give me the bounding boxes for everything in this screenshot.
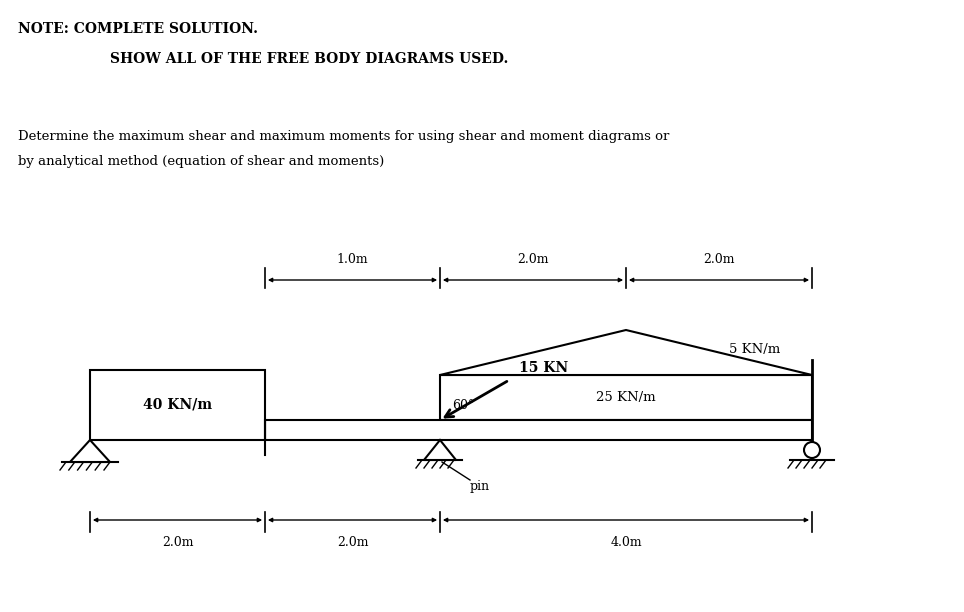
Text: by analytical method (equation of shear and moments): by analytical method (equation of shear … — [18, 155, 385, 168]
Bar — [440, 375, 812, 420]
Text: 4.0m: 4.0m — [610, 536, 642, 549]
Text: 2.0m: 2.0m — [336, 536, 368, 549]
Polygon shape — [440, 330, 812, 375]
Text: NOTE: COMPLETE SOLUTION.: NOTE: COMPLETE SOLUTION. — [18, 22, 258, 36]
Text: 2.0m: 2.0m — [518, 253, 549, 266]
Text: 5 KN/m: 5 KN/m — [729, 343, 780, 357]
Polygon shape — [424, 440, 456, 460]
Text: 15 KN: 15 KN — [520, 361, 569, 375]
Text: 1.0m: 1.0m — [336, 253, 368, 266]
Text: 40 KN/m: 40 KN/m — [143, 398, 212, 412]
Polygon shape — [70, 440, 110, 462]
Text: Determine the maximum shear and maximum moments for using shear and moment diagr: Determine the maximum shear and maximum … — [18, 130, 669, 143]
Circle shape — [804, 442, 820, 458]
Text: 2.0m: 2.0m — [704, 253, 735, 266]
Text: 2.0m: 2.0m — [162, 536, 193, 549]
Text: SHOW ALL OF THE FREE BODY DIAGRAMS USED.: SHOW ALL OF THE FREE BODY DIAGRAMS USED. — [110, 52, 508, 66]
Text: 60°: 60° — [452, 399, 474, 412]
Text: 25 KN/m: 25 KN/m — [596, 391, 656, 404]
Bar — [90, 370, 265, 440]
Text: pin: pin — [470, 480, 490, 493]
Bar — [265, 420, 812, 440]
